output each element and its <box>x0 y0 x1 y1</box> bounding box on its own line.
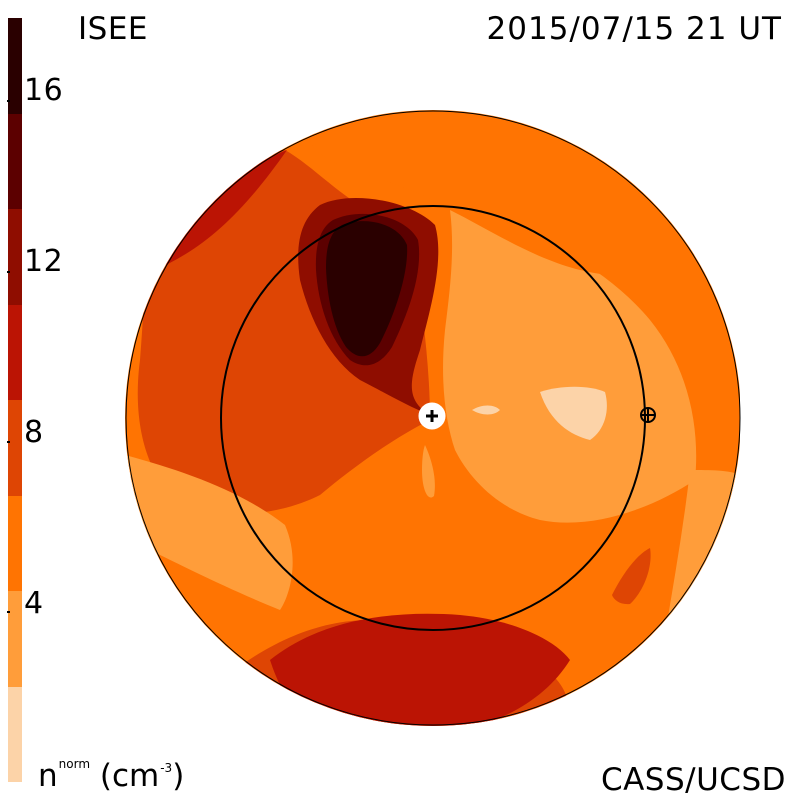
colorbar-tick-mark-4 <box>7 611 10 613</box>
region-dark-orange-east-spot <box>612 548 651 605</box>
region-light-streak <box>422 445 435 498</box>
quantity-symbol: n <box>38 758 58 794</box>
instrument-label: ISEE <box>78 11 148 47</box>
unit-close: ) <box>172 758 185 794</box>
colorbar-segment-2 <box>8 113 22 209</box>
region-peak-core <box>326 221 408 357</box>
disk-boundary <box>125 110 741 726</box>
colorbar-segment-4 <box>8 304 22 400</box>
colorbar-segment-1 <box>8 18 22 114</box>
colorbar-segment-8 <box>8 686 22 782</box>
density-disk <box>125 110 740 726</box>
orbit-circle <box>220 205 646 631</box>
region-orange-north <box>309 123 700 277</box>
timestamp-label: 2015/07/15 21 UT <box>486 11 782 47</box>
source-label: CASS/UCSD <box>600 762 786 798</box>
colorbar-tick-12: 12 <box>24 244 64 279</box>
colorbar-tick-mark-12 <box>7 271 10 273</box>
unit-exponent: -3 <box>160 761 173 775</box>
region-red-south <box>270 613 570 726</box>
colorbar-tick-mark-16 <box>7 100 10 102</box>
colorbar-tick-8: 8 <box>24 415 44 450</box>
unit-label: (cm <box>99 758 160 794</box>
colorbar-segment-5 <box>8 400 22 496</box>
colorbar-segment-7 <box>8 591 22 687</box>
colorbar-tick-16: 16 <box>24 73 64 108</box>
region-pale-spot <box>472 405 500 415</box>
colorbar <box>8 18 22 782</box>
region-light-orange-east <box>443 210 697 523</box>
region-pale-patch <box>540 386 607 440</box>
colorbar-tick-mark-8 <box>7 441 10 443</box>
quantity-label: nnorm (cm-3) <box>38 758 184 792</box>
colorbar-segment-3 <box>8 209 22 305</box>
quantity-superscript: norm <box>58 757 91 771</box>
region-light-west-band <box>125 455 293 610</box>
colorbar-segment-6 <box>8 495 22 591</box>
colorbar-tick-4: 4 <box>24 586 44 621</box>
